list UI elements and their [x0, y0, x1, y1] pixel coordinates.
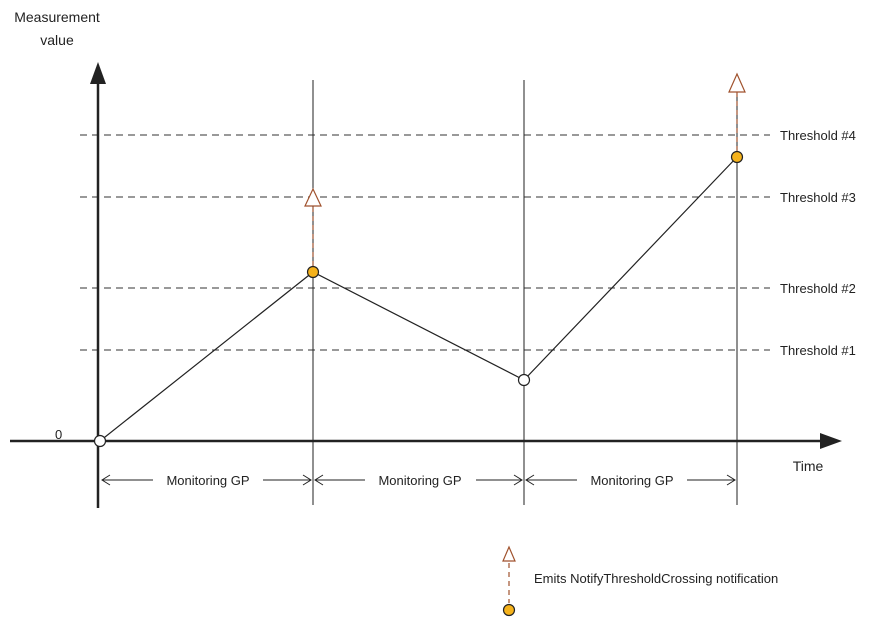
threshold-label-2: Threshold #2 — [780, 281, 856, 296]
threshold-label-1: Threshold #1 — [780, 343, 856, 358]
monitoring-interval-label-2: Monitoring GP — [378, 473, 461, 488]
y-axis-arrow-icon — [90, 62, 106, 84]
notification-arrow-2 — [728, 72, 746, 151]
monitoring-interval-2: Monitoring GP — [314, 473, 523, 488]
measurement-line — [99, 156, 738, 442]
notification-triangle-icon — [728, 72, 746, 93]
monitoring-interval-label-3: Monitoring GP — [590, 473, 673, 488]
legend-text: Emits NotifyThresholdCrossing notificati… — [534, 571, 778, 586]
data-point-3 — [517, 373, 531, 387]
legend-point-icon — [502, 603, 516, 617]
legend: Emits NotifyThresholdCrossing notificati… — [502, 545, 778, 617]
monitoring-interval-3: Monitoring GP — [525, 473, 736, 488]
x-axis-arrow-icon — [820, 433, 842, 449]
origin-label: 0 — [55, 427, 62, 442]
threshold-label-3: Threshold #3 — [780, 190, 856, 205]
notification-triangle-icon — [304, 187, 322, 207]
monitoring-interval-1: Monitoring GP — [101, 473, 312, 488]
data-point-4 — [730, 150, 744, 164]
y-axis-label-line2: value — [40, 32, 74, 48]
monitoring-interval-label-1: Monitoring GP — [166, 473, 249, 488]
y-axis-label-line1: Measurement — [14, 9, 100, 25]
notification-arrow-1 — [304, 187, 322, 266]
x-axis-label: Time — [793, 458, 824, 474]
threshold-label-4: Threshold #4 — [780, 128, 856, 143]
data-point-1 — [93, 434, 107, 448]
legend-triangle-icon — [502, 545, 516, 562]
data-point-2 — [306, 265, 320, 279]
